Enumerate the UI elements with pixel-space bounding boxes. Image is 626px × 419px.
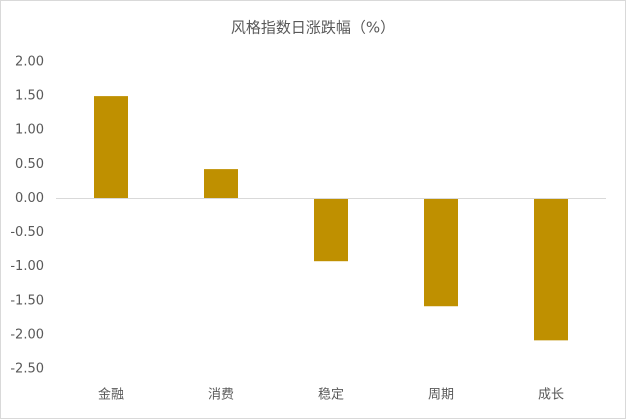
bar (424, 198, 458, 307)
y-tick-label: 1.00 (15, 123, 44, 138)
y-tick-label: 2.00 (15, 55, 44, 70)
y-tick-label: -1.50 (10, 293, 44, 308)
x-tick-label: 消费 (208, 388, 234, 403)
bar (534, 198, 568, 341)
bar (94, 96, 128, 199)
y-tick-label: -1.00 (10, 259, 44, 274)
y-tick-label: 0.00 (15, 191, 44, 206)
y-tick-label: -0.50 (10, 225, 44, 240)
y-tick-label: 1.50 (15, 89, 44, 104)
bar (314, 198, 348, 262)
chart-title: 风格指数日涨跌幅（%） (231, 19, 395, 37)
x-tick-label: 成长 (538, 388, 564, 403)
bar (204, 169, 238, 199)
x-tick-label: 周期 (428, 388, 454, 403)
y-tick-label: 0.50 (15, 157, 44, 172)
y-tick-label: -2.50 (10, 362, 44, 377)
x-tick-label: 稳定 (318, 387, 344, 403)
x-tick-label: 金融 (98, 387, 124, 403)
y-tick-label: -2.00 (10, 327, 44, 342)
